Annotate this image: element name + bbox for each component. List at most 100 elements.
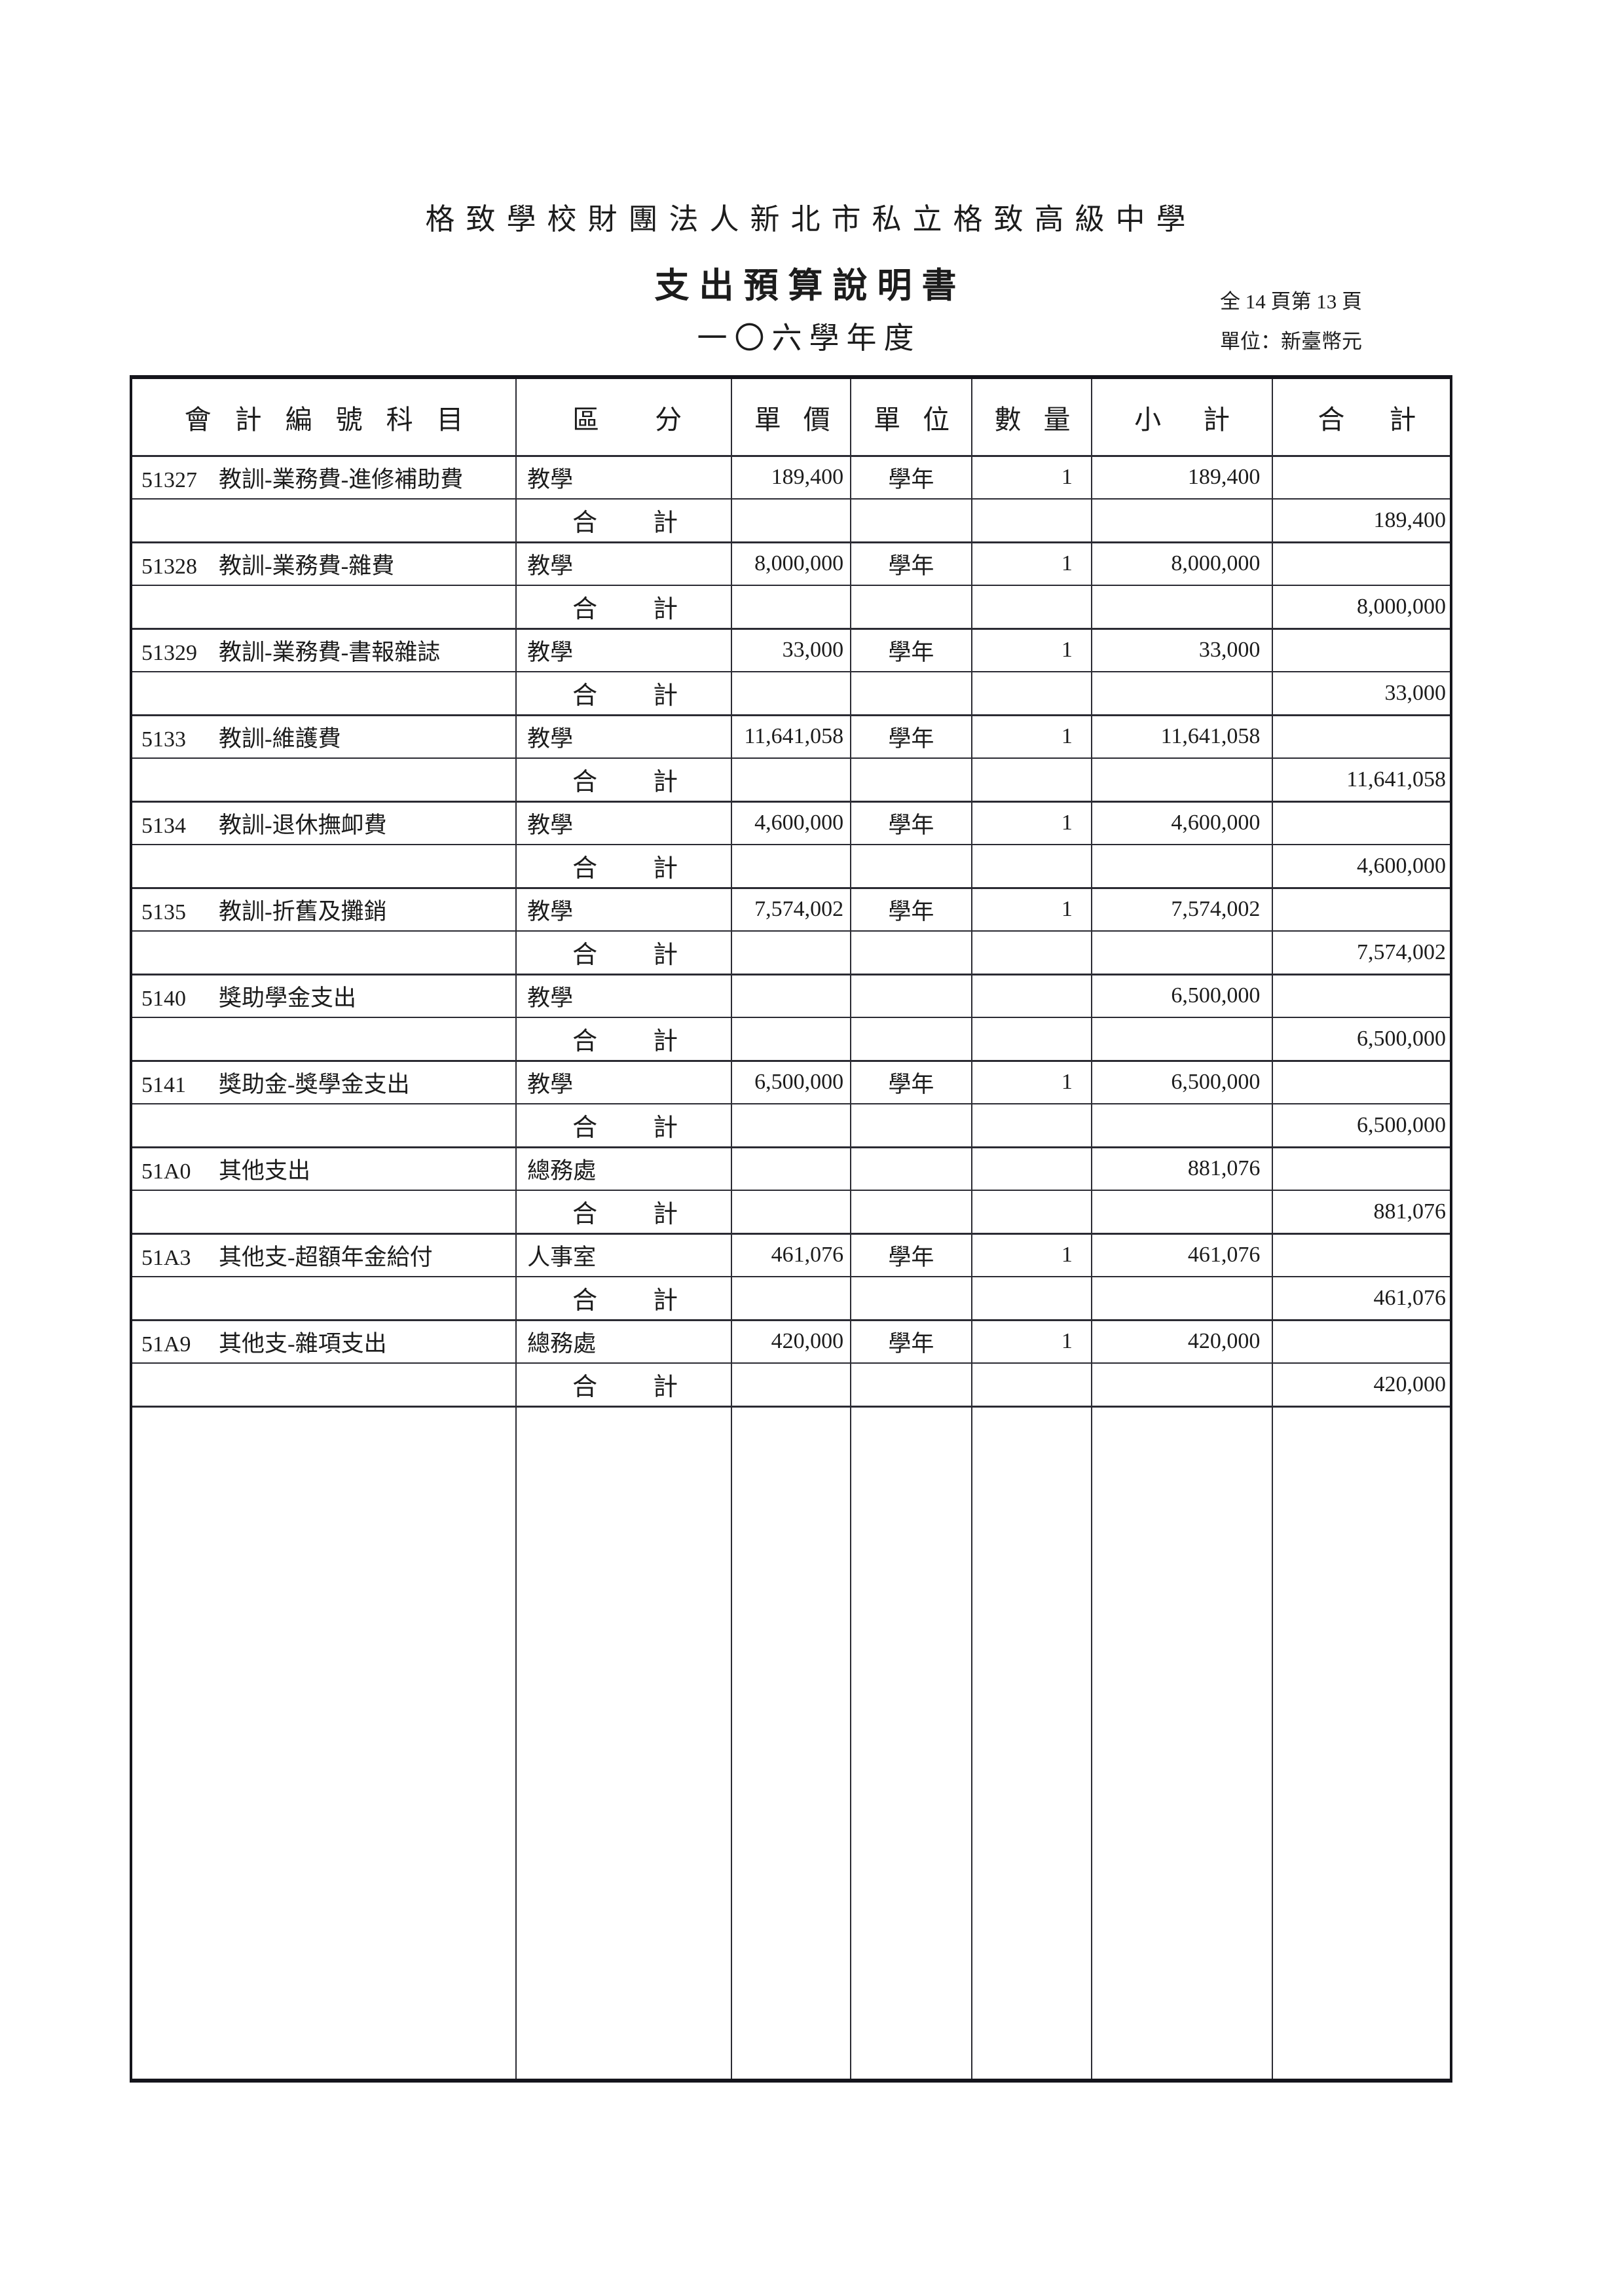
empty-filler-row <box>130 1405 1452 2081</box>
table-row-subtotal: 合計 461,076 <box>130 1276 1452 1321</box>
quantity-cell <box>970 1276 1092 1321</box>
division-cell: 教學 <box>515 800 732 845</box>
account-cell <box>130 1103 517 1148</box>
unit-cell <box>850 757 972 802</box>
unit-cell <box>850 1146 972 1191</box>
unit-cell: 學年 <box>850 541 972 586</box>
account-name: 教訓-退休撫卹費 <box>219 812 387 838</box>
quantity-cell <box>970 1362 1092 1407</box>
quantity-cell: 1 <box>970 541 1092 586</box>
account-cell <box>130 757 517 802</box>
doc-title: 支出預算說明書 <box>654 267 967 305</box>
unit-price-cell: 6,500,000 <box>730 1059 852 1104</box>
column-header-division: 區分 <box>515 376 732 457</box>
unit-price-cell <box>730 757 852 802</box>
account-name: 教訓-業務費-進修補助費 <box>219 466 464 492</box>
account-code: 51A3 <box>141 1245 191 1270</box>
unit-cell <box>850 844 972 888</box>
quantity-cell <box>970 757 1092 802</box>
subtotal-cell: 8,000,000 <box>1090 541 1274 586</box>
table-row-item: 51A0 其他支出 總務處 881,076 <box>130 1146 1452 1191</box>
unit-cell: 學年 <box>850 1232 972 1277</box>
quantity-cell: 1 <box>970 1319 1092 1364</box>
quantity-cell <box>970 498 1092 543</box>
page-info: 全 14 頁第 13 頁 <box>1220 290 1362 313</box>
account-name: 其他支-超額年金給付 <box>219 1244 433 1270</box>
unit-price-cell: 33,000 <box>730 627 852 672</box>
column-header-subtotal: 小計 <box>1090 376 1274 457</box>
quantity-cell: 1 <box>970 1232 1092 1277</box>
account-name: 教訓-折舊及攤銷 <box>219 898 387 924</box>
subtotal-cell: 420,000 <box>1090 1319 1274 1364</box>
unit-cell <box>850 973 972 1018</box>
account-cell: 5141 獎助金-獎學金支出 <box>130 1059 517 1104</box>
total-cell <box>1272 1059 1452 1104</box>
unit-cell: 學年 <box>850 1319 972 1364</box>
subtotal-label: 合計 <box>515 498 732 543</box>
quantity-cell: 1 <box>970 454 1092 500</box>
total-cell: 4,600,000 <box>1272 844 1452 888</box>
subtotal-cell: 4,600,000 <box>1090 800 1274 845</box>
unit-price-cell <box>730 1103 852 1148</box>
account-code: 5134 <box>141 813 186 838</box>
subtotal-label: 合計 <box>515 757 732 802</box>
unit-price-cell <box>730 973 852 1018</box>
account-code: 5133 <box>141 727 186 752</box>
subtotal-cell <box>1090 1276 1274 1321</box>
column-header-total: 合計 <box>1272 376 1452 457</box>
total-cell <box>1272 454 1452 500</box>
column-header-account: 會計編號科目 <box>130 376 517 457</box>
quantity-cell <box>970 671 1092 716</box>
unit-cell <box>850 671 972 716</box>
column-header-quantity: 數量 <box>970 376 1092 457</box>
table-row-subtotal: 合計 881,076 <box>130 1190 1452 1234</box>
account-cell: 51328 教訓-業務費-雜費 <box>130 541 517 586</box>
account-cell <box>130 1276 517 1321</box>
total-cell <box>1272 973 1452 1018</box>
quantity-cell <box>970 930 1092 975</box>
account-code: 5135 <box>141 900 186 924</box>
total-cell: 461,076 <box>1272 1276 1452 1321</box>
unit-cell: 學年 <box>850 627 972 672</box>
division-cell: 教學 <box>515 627 732 672</box>
account-cell: 5135 教訓-折舊及攤銷 <box>130 886 517 932</box>
total-cell: 420,000 <box>1272 1362 1452 1407</box>
table-row-subtotal: 合計 11,641,058 <box>130 757 1452 802</box>
unit-price-cell: 461,076 <box>730 1232 852 1277</box>
unit-price-cell: 4,600,000 <box>730 800 852 845</box>
page-meta: 全 14 頁第 13 頁 單位：新臺幣元 <box>1220 282 1362 361</box>
account-code: 51327 <box>141 467 197 492</box>
division-cell: 總務處 <box>515 1146 732 1191</box>
org-name: 格致學校財團法人新北市私立格致高級中學 <box>425 203 1197 236</box>
unit-cell: 學年 <box>850 800 972 845</box>
subtotal-cell: 881,076 <box>1090 1146 1274 1191</box>
subtotal-cell <box>1090 1103 1274 1148</box>
table-row-subtotal: 合計 189,400 <box>130 498 1452 543</box>
account-code: 51A0 <box>141 1159 191 1184</box>
unit-price-cell: 7,574,002 <box>730 886 852 932</box>
quantity-cell: 1 <box>970 714 1092 759</box>
subtotal-label: 合計 <box>515 844 732 888</box>
quantity-cell <box>970 1146 1092 1191</box>
unit-note: 單位：新臺幣元 <box>1220 330 1362 353</box>
table-row-subtotal: 合計 33,000 <box>130 671 1452 716</box>
account-code: 51A9 <box>141 1332 191 1357</box>
division-cell: 教學 <box>515 714 732 759</box>
total-cell <box>1272 714 1452 759</box>
subtotal-cell: 461,076 <box>1090 1232 1274 1277</box>
unit-price-cell <box>730 1362 852 1407</box>
unit-price-cell <box>730 498 852 543</box>
unit-price-cell: 8,000,000 <box>730 541 852 586</box>
subtotal-cell <box>1090 930 1274 975</box>
account-name: 教訓-業務費-雜費 <box>219 553 395 579</box>
table-row-subtotal: 合計 420,000 <box>130 1362 1452 1407</box>
account-name: 教訓-業務費-書報雜誌 <box>219 639 441 665</box>
subtotal-cell: 6,500,000 <box>1090 1059 1274 1104</box>
table-row-item: 5135 教訓-折舊及攤銷 教學 7,574,002 學年 1 7,574,002 <box>130 886 1452 932</box>
unit-price-cell: 420,000 <box>730 1319 852 1364</box>
unit-price-cell <box>730 585 852 629</box>
account-code: 51329 <box>141 640 197 665</box>
unit-cell: 學年 <box>850 714 972 759</box>
account-cell <box>130 844 517 888</box>
subtotal-label: 合計 <box>515 585 732 629</box>
